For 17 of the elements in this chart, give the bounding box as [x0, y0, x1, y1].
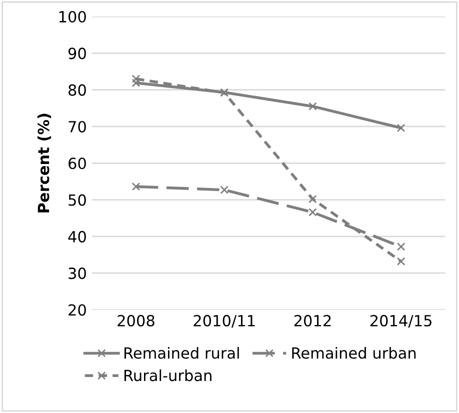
x-tick-label: 2014/15 [370, 314, 432, 328]
y-tick-label: 30 [68, 268, 86, 280]
y-tick-label: 70 [68, 120, 86, 133]
legend-label: Rural-urban [124, 369, 212, 382]
x-tick-label: 2010/11 [194, 314, 255, 328]
y-tick-label: 100 [59, 10, 86, 23]
y-tick-label: 40 [68, 230, 86, 242]
y-axis-title: Percent (%) [37, 114, 52, 212]
y-tick-label: 90 [68, 48, 86, 60]
x-tick-label: 2012 [294, 314, 331, 326]
legend-label: Remained rural [124, 346, 239, 359]
y-tick-label: 20 [68, 304, 86, 316]
y-tick-label: 60 [68, 158, 86, 170]
x-tick-label: 2008 [118, 314, 154, 326]
legend-label: Remained urban [292, 346, 416, 359]
y-tick-label: 50 [68, 194, 86, 206]
y-tick-label: 80 [68, 84, 86, 96]
